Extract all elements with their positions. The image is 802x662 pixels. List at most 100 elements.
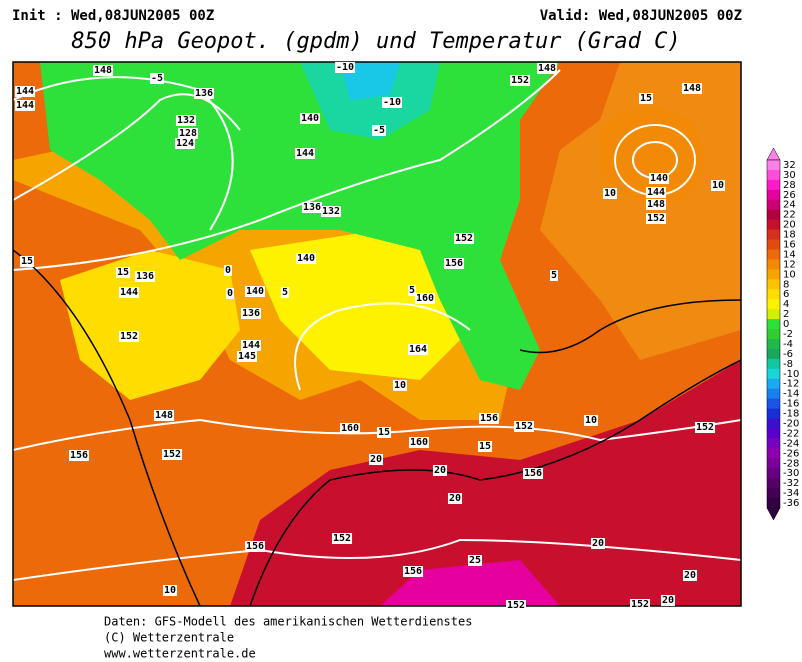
colorbar-label: -34 [783,488,799,499]
contour-label: -10 [383,97,401,108]
colorbar-swatch [767,269,780,280]
contour-label-box [590,538,606,549]
colorbar-label: 16 [783,240,796,251]
contour-label: 152 [163,449,181,460]
contour-label: 10 [712,180,724,191]
contour-label: 148 [538,63,556,74]
contour-label: 156 [445,258,463,269]
contour-label: 160 [410,437,428,448]
contour-label-box [295,253,317,264]
colorbar-label: 10 [783,269,796,280]
colorbar-label: 30 [783,170,796,181]
contour-label-box [408,437,430,448]
colorbar-label: 8 [783,279,789,290]
colorbar-swatch [767,458,780,469]
contour-label-box [223,265,233,276]
contour-label: 144 [16,100,34,111]
colorbar-swatch [767,160,780,171]
contour-label-box [477,441,493,452]
colorbar-label: -32 [783,478,799,489]
contour-label-box [14,86,36,97]
colorbar-swatch [767,428,780,439]
contour-label-box [162,585,178,596]
contour-label-box [149,73,165,84]
contour-label: 160 [416,293,434,304]
colorbar-swatch [767,338,780,350]
contour-label-box [280,287,290,298]
contour-label-box [339,423,361,434]
contour-label-box [371,125,387,136]
colorbar-label: 32 [783,160,796,171]
colorbar-bottom-arrow [766,507,781,521]
init-time: Init : Wed,08JUN2005 00Z [12,8,214,24]
contour-label-box [638,93,654,104]
colorbar-label: -12 [783,379,799,390]
contour-label: 152 [631,599,649,610]
contour-label-box [645,213,667,224]
contour-label-box [118,287,140,298]
contour-label: 20 [449,493,461,504]
contour-label: 152 [507,600,525,611]
contour-label-box [407,285,417,296]
contour-label-box [240,308,262,319]
colorbar-swatch [767,249,780,260]
footer-copyright: (C) Wetterzentrale [104,631,234,645]
colorbar-frame [766,159,781,509]
colorbar-swatch [767,388,780,400]
contour-label-box [629,599,651,610]
contour-label: 0 [227,288,233,299]
contour-label-box [177,128,199,139]
colorbar-label: -10 [783,369,799,380]
colorbar-label: -4 [783,339,793,350]
colorbar-top-arrow [766,147,781,161]
contour-label-box [225,288,235,299]
contour-label: -10 [336,62,354,73]
contour-label: 140 [650,173,668,184]
contour-label: 144 [120,287,138,298]
contour-label-box [710,180,726,191]
contour-label: 20 [370,454,382,465]
contour-label-box [174,138,196,149]
colorbar-swatch [767,488,780,499]
colorbar-swatch [767,169,780,181]
contour-label: 140 [301,113,319,124]
colorbar-label: 12 [783,259,796,270]
contour-label: 148 [94,65,112,76]
contour-label: 152 [647,213,665,224]
colorbar-swatch [767,498,780,509]
contour-label: -5 [151,73,163,84]
contour-label-box [583,415,599,426]
contour-label: 15 [117,267,129,278]
colorbar-label: -14 [783,389,799,400]
colorbar-swatch [767,289,780,300]
colorbar-label: -6 [783,349,793,360]
contour-label: -5 [373,125,385,136]
contour-label-box [368,454,384,465]
contour-label-box [68,450,90,461]
contour-label-box [414,293,436,304]
colorbar-label: 26 [783,190,796,201]
contour-label-box [115,267,131,278]
colorbar-swatch [767,448,780,459]
footer-url: www.wetterzentrale.de [104,647,256,659]
contour-label-box [244,286,266,297]
contour-label: 20 [592,538,604,549]
contour-label-box [602,188,618,199]
colorbar-swatch [767,378,780,390]
contour-label-box [175,115,197,126]
map-frame [12,61,742,607]
contour-label-box [240,340,262,351]
colorbar-label: 6 [783,289,789,300]
contour-label: 15 [479,441,491,452]
colorbar-label: -22 [783,428,799,439]
contour-label-box [513,421,535,432]
colorbar-swatch [767,259,780,270]
contour-label-box [505,600,527,611]
contour-label-box [478,413,500,424]
colorbar-swatch [767,398,780,410]
contour-label: 136 [136,271,154,282]
contour-label: 124 [176,138,194,149]
colorbar-label: 20 [783,220,796,231]
colorbar-swatch [767,199,780,211]
colorbar-swatch [767,478,780,489]
